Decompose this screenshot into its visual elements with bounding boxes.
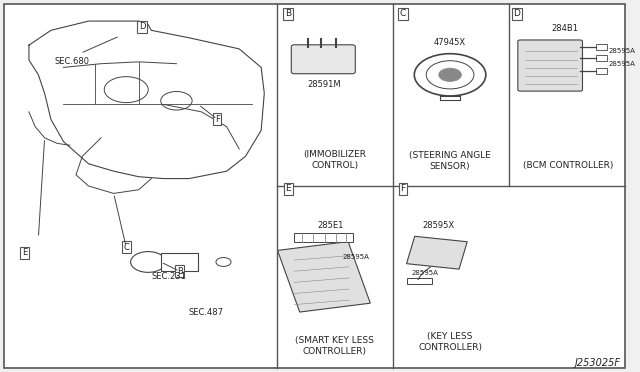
Text: 28595A: 28595A: [412, 270, 438, 276]
Bar: [161, 253, 198, 271]
Text: 285E1: 285E1: [317, 221, 344, 230]
Polygon shape: [406, 236, 467, 269]
Text: 284B1: 284B1: [552, 24, 579, 33]
Bar: [408, 278, 433, 284]
Text: 28595A: 28595A: [608, 61, 635, 67]
Text: F: F: [401, 185, 406, 193]
Text: E: E: [22, 248, 27, 257]
Bar: [596, 68, 607, 74]
Text: B: B: [285, 9, 291, 18]
Text: J253025F: J253025F: [575, 358, 621, 368]
Text: 47945X: 47945X: [434, 38, 466, 47]
Text: B: B: [177, 267, 182, 276]
Text: D: D: [513, 9, 520, 18]
Polygon shape: [278, 241, 371, 312]
Text: (SMART KEY LESS
CONTROLLER): (SMART KEY LESS CONTROLLER): [295, 336, 374, 356]
Text: E: E: [285, 185, 291, 193]
Text: C: C: [400, 9, 406, 18]
Text: (KEY LESS
CONTROLLER): (KEY LESS CONTROLLER): [418, 331, 482, 352]
Text: D: D: [139, 22, 145, 31]
Circle shape: [439, 68, 461, 81]
Text: (STEERING ANGLE
SENSOR): (STEERING ANGLE SENSOR): [409, 151, 491, 171]
Text: 28591M: 28591M: [307, 80, 340, 89]
Text: F: F: [215, 115, 220, 124]
Text: C: C: [124, 243, 129, 251]
Text: SEC.487: SEC.487: [189, 308, 224, 317]
Text: SEC.680: SEC.680: [54, 57, 89, 66]
Text: 28595A: 28595A: [608, 48, 635, 54]
Text: SEC.231: SEC.231: [151, 272, 186, 281]
Text: (IMMOBILIZER
CONTROL): (IMMOBILIZER CONTROL): [303, 150, 366, 170]
Text: 28595A: 28595A: [343, 254, 370, 260]
Bar: [596, 55, 607, 61]
Text: 28595X: 28595X: [422, 221, 454, 230]
Polygon shape: [294, 233, 353, 242]
Text: (BCM CONTROLLER): (BCM CONTROLLER): [524, 161, 614, 170]
Bar: [596, 44, 607, 50]
FancyBboxPatch shape: [291, 45, 355, 74]
FancyBboxPatch shape: [518, 40, 582, 91]
